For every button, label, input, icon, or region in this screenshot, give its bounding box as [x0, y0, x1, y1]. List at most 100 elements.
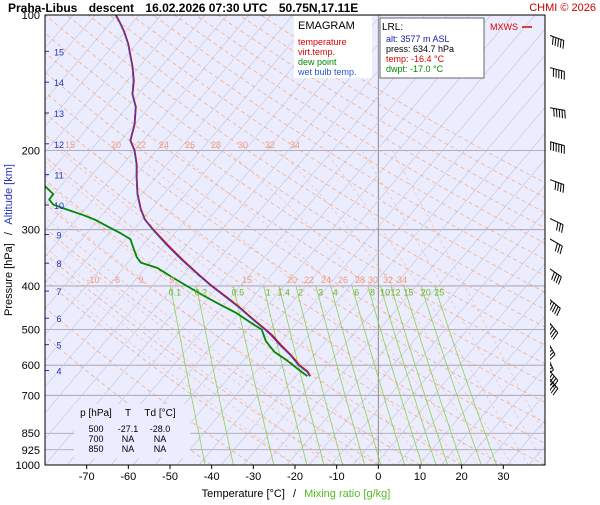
table-cell: 850 — [88, 444, 103, 454]
x-tick-label: 30 — [497, 471, 509, 483]
isotherm-label: 30 — [238, 140, 248, 150]
altitude-tick-label: 10 — [54, 201, 64, 211]
wind-barb-flag — [546, 324, 551, 331]
table-cell: NA — [154, 434, 167, 444]
mixing-ratio-label: 8 — [370, 287, 375, 297]
table-cell: -28.0 — [150, 424, 171, 434]
x-tick-label: -60 — [120, 471, 136, 483]
table-header: p [hPa] — [80, 408, 112, 419]
lrl-line: temp: -16.4 °C — [386, 54, 445, 64]
isotherm-label: 24 — [159, 140, 169, 150]
altitude-tick-label: 5 — [56, 341, 61, 351]
header-credit: CHMI © 2026 — [529, 2, 596, 14]
altitude-tick-label: 13 — [54, 109, 64, 119]
x-tick-label: -30 — [245, 471, 261, 483]
header-datetime: 16.02.2026 07:30 UTC — [145, 1, 267, 15]
isotherm-label: 15 — [65, 140, 75, 150]
isotherm-label: 22 — [136, 140, 146, 150]
mxws-label: MXWS — [490, 22, 518, 32]
mixing-ratio-label: 6 — [354, 287, 359, 297]
x-tick-label: 0 — [375, 471, 381, 483]
mixing-ratio-label: 15 — [403, 287, 413, 297]
y-tick-label: 1000 — [16, 460, 40, 472]
y-tick-label: 200 — [22, 145, 40, 157]
x-tick-label: -70 — [79, 471, 95, 483]
legend-title: EMAGRAM — [298, 20, 355, 32]
isotherm-label: 9 — [138, 275, 143, 285]
isotherm-label: 20 — [287, 275, 297, 285]
mixing-ratio-label: 0.2 — [195, 287, 208, 297]
lrl-line: press: 634.7 hPa — [386, 44, 454, 54]
legend-item: temperature — [298, 37, 347, 47]
isotherm-label: 26 — [338, 275, 348, 285]
mixing-ratio-label: 1.4 — [277, 287, 290, 297]
mixing-ratio-label: 25 — [434, 287, 444, 297]
isotherm-label: 15 — [242, 275, 252, 285]
table-cell: 700 — [88, 434, 103, 444]
mixing-ratio-label: 10 — [380, 287, 390, 297]
isotherm-label: -6 — [112, 275, 120, 285]
mixing-ratio-label: 2 — [298, 287, 303, 297]
mixing-ratio-label: 12 — [390, 287, 400, 297]
table-header: T — [125, 408, 131, 419]
header-title: Praha-Libus descent 16.02.2026 07:30 UTC… — [8, 1, 358, 15]
mixing-ratio-label: 3 — [318, 287, 323, 297]
isotherm-label: 34 — [290, 140, 300, 150]
x-tick-label: -10 — [329, 471, 345, 483]
x-axis-title: Temperature [°C] / Mixing ratio [g/kg] — [202, 488, 391, 500]
x-tick-label: 20 — [456, 471, 468, 483]
altitude-tick-label: 12 — [54, 140, 64, 150]
altitude-tick-label: 4 — [56, 366, 61, 376]
altitude-tick-label: 9 — [56, 231, 61, 241]
x-tick-label: -40 — [204, 471, 220, 483]
y-tick-label: 700 — [22, 390, 40, 402]
x-tick-label: 10 — [414, 471, 426, 483]
y-axis-label-secondary: Altitude [km] — [3, 164, 15, 225]
y-tick-label: 400 — [22, 281, 40, 293]
barb-panel-background — [550, 15, 600, 465]
isotherm-label: 20 — [111, 140, 121, 150]
mixing-ratio-label: 20 — [421, 287, 431, 297]
y-axis-title: Pressure [hPa] / Altitude [km] — [3, 164, 15, 316]
altitude-tick-label: 7 — [56, 287, 61, 297]
mixing-ratio-label: 0.5 — [232, 287, 245, 297]
y-axis-label-sep: / — [3, 231, 15, 235]
table-cell: NA — [122, 444, 135, 454]
y-tick-label: 300 — [22, 225, 40, 237]
table-cell: 500 — [88, 424, 103, 434]
x-tick-label: -50 — [162, 471, 178, 483]
isotherm-label: 24 — [321, 275, 331, 285]
lrl-line: dwpt: -17.0 °C — [386, 64, 444, 74]
y-axis-label: Pressure [hPa] — [3, 243, 15, 316]
header-coords: 50.75N,17.11E — [279, 1, 358, 15]
isotherm-label: 32 — [265, 140, 275, 150]
table-cell: NA — [154, 444, 167, 454]
lrl-title: LRL: — [382, 22, 403, 33]
isotherm-label: 32 — [383, 275, 393, 285]
table-cell: NA — [122, 434, 135, 444]
isotherm-label: 28 — [211, 140, 221, 150]
lrl-line: alt: 3577 m ASL — [386, 34, 450, 44]
wind-barb-flag — [562, 110, 563, 118]
legend-item: wet bulb temp. — [297, 67, 357, 77]
mixing-ratio-label: 1 — [266, 287, 271, 297]
wind-barb-flag — [554, 108, 555, 116]
isotherm-label: 22 — [304, 275, 314, 285]
x-tick-label: -20 — [287, 471, 303, 483]
isotherm-label: 28 — [355, 275, 365, 285]
wind-barb-flag — [545, 347, 551, 353]
legend-item: dew point — [298, 57, 337, 67]
isotherm-label: 34 — [397, 275, 407, 285]
y-tick-label: 925 — [22, 445, 40, 457]
altitude-tick-label: 15 — [54, 47, 64, 57]
altitude-tick-label: 14 — [54, 78, 64, 88]
isotherm-label: 26 — [185, 140, 195, 150]
y-tick-label: 500 — [22, 325, 40, 337]
table-header: Td [°C] — [144, 408, 175, 419]
table-cell: -27.1 — [118, 424, 139, 434]
wind-barb-flag — [556, 109, 557, 117]
y-tick-label: 600 — [22, 360, 40, 372]
x-axis-label: Temperature [°C] — [202, 488, 285, 500]
